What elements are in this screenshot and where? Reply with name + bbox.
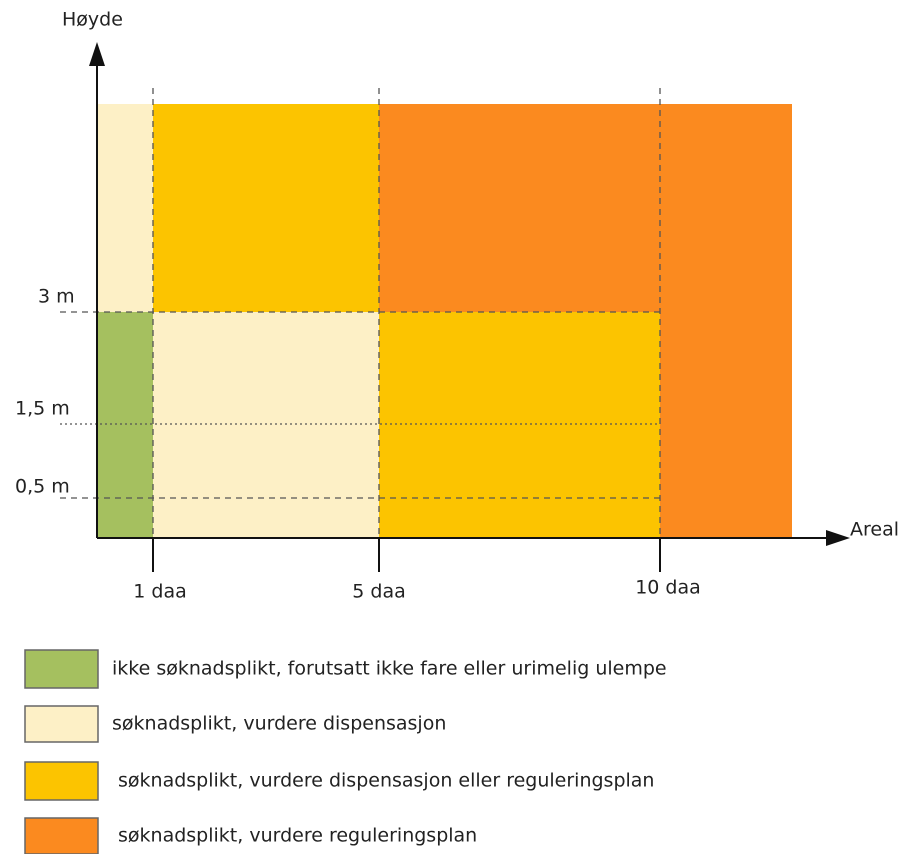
grid-line [60,311,660,499]
legend-swatch [24,649,99,689]
y-axis-label: Høyde [62,9,123,31]
legend-label: søknadsplikt, vurdere reguleringsplan [118,825,477,847]
legend-swatch [24,761,99,801]
region [379,104,660,312]
region [153,312,379,538]
region [153,104,379,312]
region [97,104,153,312]
grid-line [152,88,661,538]
legend-label: søknadsplikt, vurdere dispensasjon eller… [118,770,654,792]
region [660,104,792,538]
x-axis-label: Areal [850,519,899,541]
legend-swatch [24,817,99,854]
legend-swatch [24,705,99,743]
legend-label: søknadsplikt, vurdere dispensasjon [112,713,446,735]
x-tick-label: 5 daa [352,581,405,603]
y-tick-label: 1,5 m [15,398,70,420]
region [379,312,660,538]
y-tick-label: 0,5 m [15,476,70,498]
region [97,312,153,538]
axis [96,60,830,539]
legend-label: ikke søknadsplikt, forutsatt ikke fare e… [112,658,667,680]
y-tick-label: 3 m [38,286,75,308]
x-tick-label: 10 daa [635,577,701,599]
tick [152,538,661,572]
x-tick-label: 1 daa [133,581,186,603]
